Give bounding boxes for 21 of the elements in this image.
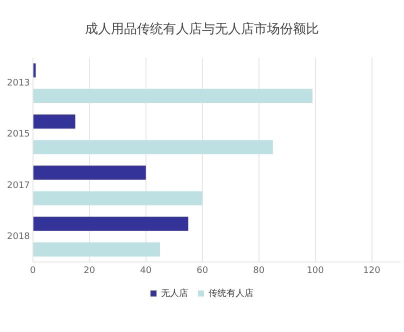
bar (33, 191, 202, 206)
x-tick-label: 40 (140, 266, 152, 276)
x-tick-label: 80 (253, 266, 265, 276)
bar (33, 140, 273, 154)
x-tick-label: 100 (306, 266, 324, 276)
y-tick-label: 2015 (7, 130, 30, 140)
y-tick-label: 2017 (7, 180, 30, 191)
bar (33, 216, 188, 231)
x-tick-label: 120 (363, 266, 381, 276)
bar (33, 114, 76, 129)
legend-label: 传统有人店 (208, 288, 254, 299)
x-tick-label: 60 (196, 266, 208, 276)
x-tick-label: 0 (30, 266, 36, 276)
chart-title: 成人用品传统有人店与无人店市场份额比 (85, 21, 319, 38)
legend-label: 无人店 (161, 288, 188, 299)
bar (33, 242, 160, 256)
x-tick-label: 20 (84, 266, 96, 276)
y-tick-label: 2018 (7, 232, 30, 242)
y-tick-label: 2013 (7, 78, 30, 89)
bar (33, 166, 146, 180)
bar (33, 88, 312, 103)
